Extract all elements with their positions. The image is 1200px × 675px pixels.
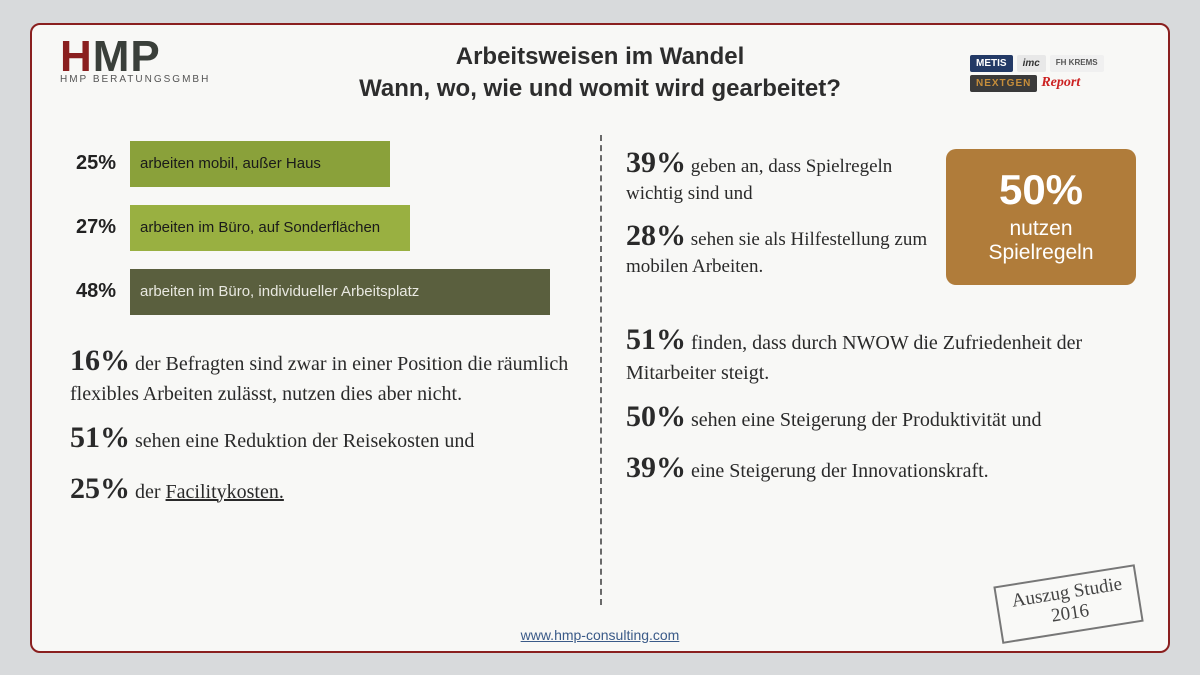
bar-row: 48% arbeiten im Büro, individueller Arbe… <box>64 269 578 315</box>
bar-chart: 25% arbeiten mobil, außer Haus 27% arbei… <box>64 141 578 315</box>
stat-text: der <box>130 481 166 503</box>
callout-box: 50% nutzen Spielregeln <box>946 149 1136 285</box>
stat-50: 50% sehen eine Steigerung der Produktivi… <box>626 397 1136 438</box>
stat-25: 25% der Facilitykosten. <box>70 469 578 510</box>
stat-text: finden, dass durch NWOW die Zufriedenhei… <box>626 332 1082 385</box>
pct-value: 50% <box>626 400 686 433</box>
partner-report: Report <box>1041 75 1080 91</box>
bar-row: 25% arbeiten mobil, außer Haus <box>64 141 578 187</box>
stat-51: 51% sehen eine Reduktion der Reisekosten… <box>70 418 578 459</box>
logo-subtext: HMP BERATUNGSGMBH <box>60 74 260 85</box>
bar-pct: 48% <box>64 280 130 303</box>
partner-fhkrems: FH KREMS <box>1050 55 1104 72</box>
stat-39b: 39% eine Steigerung der Innovationskraft… <box>626 448 1136 489</box>
partner-nextgen: NEXTGEN <box>970 75 1037 92</box>
bar-2: arbeiten im Büro, individueller Arbeitsp… <box>130 269 550 315</box>
bar-0: arbeiten mobil, außer Haus <box>130 141 390 187</box>
body-columns: 25% arbeiten mobil, außer Haus 27% arbei… <box>60 135 1140 605</box>
slide-frame: HMP HMP BERATUNGSGMBH Arbeitsweisen im W… <box>30 23 1170 653</box>
stat-text: der Befragten sind zwar in einer Positio… <box>70 353 568 406</box>
right-top-text: 39% geben an, dass Spielregeln wichtig s… <box>626 143 928 290</box>
callout-line1: nutzen <box>1009 217 1072 240</box>
partner-logos: METIS imc FH KREMS NEXTGEN Report <box>970 55 1140 95</box>
footer-url[interactable]: www.hmp-consulting.com <box>32 627 1168 643</box>
stat-39: 39% geben an, dass Spielregeln wichtig s… <box>626 143 928 207</box>
stat-text-underline: Facilitykosten. <box>166 481 284 503</box>
stat-16: 16% der Befragten sind zwar in einer Pos… <box>70 341 578 409</box>
right-column: 39% geben an, dass Spielregeln wichtig s… <box>600 135 1140 605</box>
bar-pct: 25% <box>64 152 130 175</box>
hmp-logo: HMP HMP BERATUNGSGMBH <box>60 37 260 86</box>
stat-text: eine Steigerung der Innovationskraft. <box>686 460 989 482</box>
pct-value: 39% <box>626 146 686 179</box>
pct-value: 16% <box>70 344 130 377</box>
header: HMP HMP BERATUNGSGMBH Arbeitsweisen im W… <box>60 37 1140 129</box>
left-column: 25% arbeiten mobil, außer Haus 27% arbei… <box>60 135 600 605</box>
stat-51b: 51% finden, dass durch NWOW die Zufriede… <box>626 320 1136 388</box>
stat-text: sehen eine Steigerung der Produktivität … <box>686 409 1041 431</box>
callout-line2: Spielregeln <box>988 241 1093 264</box>
partner-imc: imc <box>1017 55 1046 72</box>
pct-value: 28% <box>626 219 686 252</box>
pct-value: 51% <box>626 323 686 356</box>
callout-pct: 50% <box>999 169 1083 211</box>
bar-row: 27% arbeiten im Büro, auf Sonderflächen <box>64 205 578 251</box>
right-bottom-text: 51% finden, dass durch NWOW die Zufriede… <box>626 320 1136 489</box>
left-lower-text: 16% der Befragten sind zwar in einer Pos… <box>64 341 578 510</box>
partner-metis: METIS <box>970 55 1013 72</box>
pct-value: 39% <box>626 451 686 484</box>
pct-value: 25% <box>70 472 130 505</box>
stat-28: 28% sehen sie als Hilfestellung zum mobi… <box>626 216 928 280</box>
stat-text: sehen eine Reduktion der Reisekosten und <box>130 430 474 452</box>
vertical-divider <box>600 135 602 605</box>
right-top-block: 39% geben an, dass Spielregeln wichtig s… <box>626 143 1136 290</box>
pct-value: 51% <box>70 421 130 454</box>
bar-1: arbeiten im Büro, auf Sonderflächen <box>130 205 410 251</box>
bar-pct: 27% <box>64 216 130 239</box>
